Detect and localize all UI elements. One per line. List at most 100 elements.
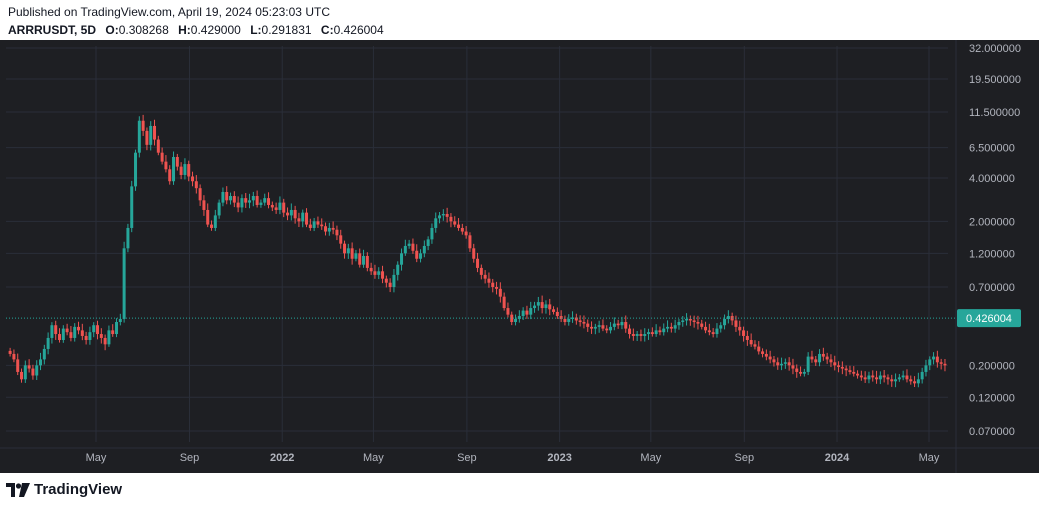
candle-body (666, 326, 670, 329)
candle-body (544, 304, 548, 309)
candle-body (80, 330, 84, 336)
candle-body (913, 381, 917, 384)
candle-body (609, 326, 613, 331)
candle-body (894, 379, 898, 382)
candle-body (791, 365, 795, 369)
candle-body (814, 359, 818, 363)
candle-body (924, 365, 928, 372)
candle-body (582, 322, 586, 324)
candle-body (126, 227, 130, 249)
candle-body (293, 209, 297, 219)
candle-body (647, 332, 651, 335)
candle-body (749, 339, 753, 345)
candle-body (445, 214, 449, 217)
candle-body (149, 125, 153, 145)
candle-body (696, 322, 700, 324)
candle-body (723, 318, 727, 326)
candle-body (187, 164, 191, 177)
y-tick-label: 11.500000 (969, 107, 1020, 119)
chart-area[interactable]: 32.000000 19.500000 11.500000 6.500000 4.000… (0, 40, 1039, 473)
candle-body (559, 316, 563, 319)
x-tick-label: May (86, 452, 107, 464)
candle-body (662, 328, 666, 333)
x-axis[interactable]: May Sep 2022 May Sep 2023 May Sep 2024 May (86, 452, 940, 464)
x-tick-label: 2024 (825, 452, 850, 464)
candle-body (58, 334, 62, 340)
candle-body (764, 353, 768, 357)
candle-body (837, 365, 841, 367)
candle-body (111, 330, 115, 335)
candles (8, 114, 947, 388)
candle-body (27, 365, 31, 369)
candle-body (84, 335, 88, 340)
candle-body (175, 156, 179, 167)
candle-body (825, 356, 829, 360)
y-tick-label: 0.200000 (969, 360, 1015, 372)
candle-body (563, 318, 567, 323)
candle-body (688, 318, 692, 321)
candle-body (457, 224, 461, 228)
candle-body (251, 196, 255, 201)
candle-body (483, 274, 487, 279)
candle-body (225, 191, 229, 201)
candle-body (400, 253, 404, 265)
candle-body (244, 198, 248, 203)
candle-body (20, 371, 24, 380)
candle-body (939, 362, 943, 364)
grid-lines (0, 40, 1039, 473)
candle-body (943, 363, 947, 366)
candle-body (343, 243, 347, 254)
candle-body (335, 229, 339, 236)
candle-body (232, 196, 236, 203)
candle-body (628, 328, 632, 335)
open-value: 0.308268 (118, 23, 169, 37)
candle-body (130, 186, 134, 228)
candle-body (776, 362, 780, 366)
candle-body (685, 318, 689, 321)
candle-body (932, 356, 936, 360)
candle-body (16, 359, 20, 372)
candle-body (897, 377, 901, 380)
y-axis[interactable]: 32.000000 19.500000 11.500000 6.500000 4.000… (957, 43, 1021, 438)
candle-body (552, 309, 556, 312)
candle-body (327, 227, 331, 232)
candle-body (677, 322, 681, 326)
candle-body (267, 198, 271, 205)
candlestick-chart[interactable]: 32.000000 19.500000 11.500000 6.500000 4.000… (0, 40, 1039, 473)
candle-body (658, 330, 662, 333)
tradingview-logo[interactable]: TradingView (6, 481, 122, 498)
candle-body (476, 258, 480, 268)
candle-body (449, 216, 453, 222)
candle-body (312, 221, 316, 228)
candle-body (388, 282, 392, 288)
candle-body (331, 227, 335, 230)
candle-body (654, 330, 658, 335)
candle-body (305, 212, 309, 225)
candle-body (358, 253, 362, 265)
candle-body (46, 337, 50, 349)
candle-body (605, 328, 609, 331)
candle-body (464, 231, 468, 236)
candle-body (757, 346, 761, 352)
candle-body (115, 322, 119, 335)
candle-body (612, 323, 616, 327)
candle-body (909, 379, 913, 382)
candle-body (42, 348, 46, 360)
x-tick-label: May (919, 452, 940, 464)
candle-body (301, 212, 305, 222)
candle-body (77, 326, 81, 331)
candle-body (23, 365, 27, 380)
candle-body (369, 267, 373, 272)
candle-body (350, 248, 354, 259)
candle-body (639, 334, 643, 336)
candle-body (761, 351, 765, 354)
candle-body (821, 353, 825, 357)
open-label: O: (105, 23, 119, 37)
candle-body (601, 325, 605, 329)
candle-body (206, 209, 210, 225)
y-tick-label: 32.000000 (969, 43, 1021, 55)
candle-body (255, 196, 259, 205)
candle-body (833, 362, 837, 366)
candle-body (316, 221, 320, 225)
candle-body (517, 316, 521, 319)
